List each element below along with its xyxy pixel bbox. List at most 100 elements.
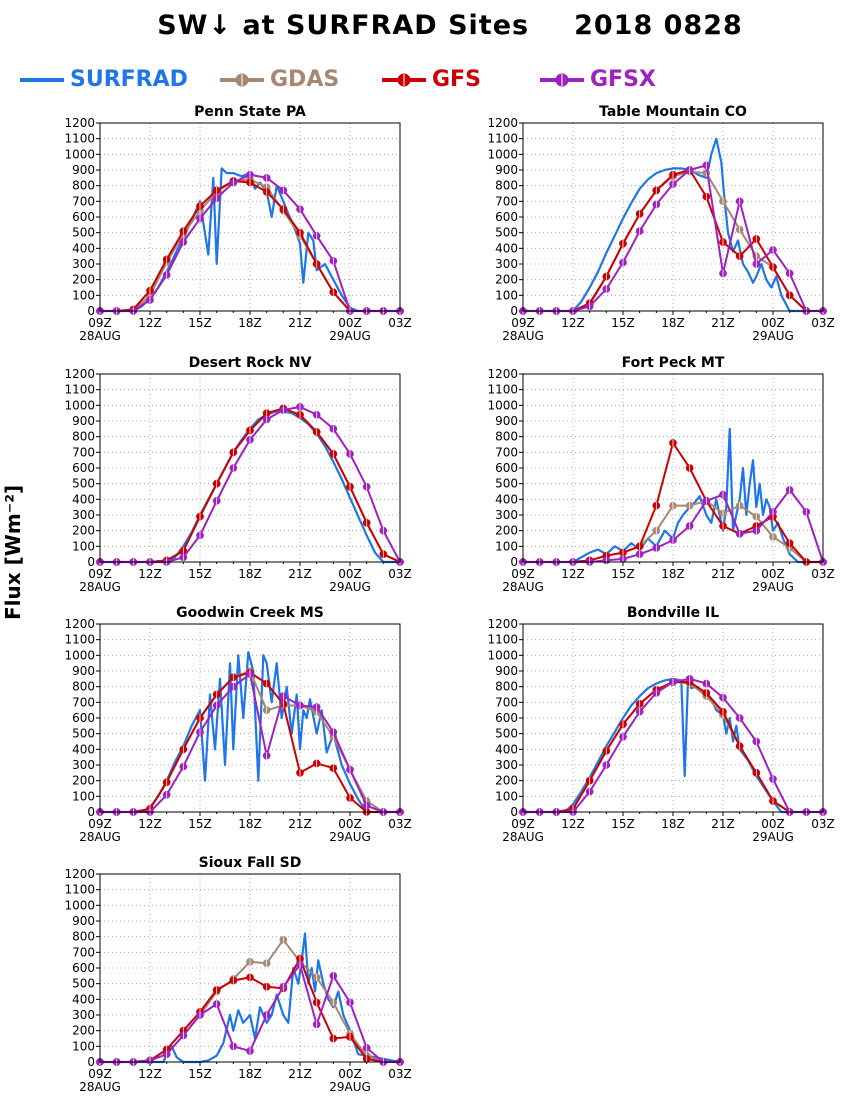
x-date-label: 29AUG xyxy=(329,580,371,594)
y-tick-label: 1100 xyxy=(487,383,518,397)
y-tick-label: 700 xyxy=(72,945,95,959)
x-tick-label: 15Z xyxy=(611,817,635,831)
y-tick-label: 600 xyxy=(72,461,95,475)
y-tick-label: 900 xyxy=(495,664,518,678)
x-date-label: 28AUG xyxy=(502,830,544,844)
y-tick-label: 200 xyxy=(495,524,518,538)
y-tick-label: 1200 xyxy=(487,617,518,631)
x-tick-label: 09Z xyxy=(511,817,535,831)
chart-title: Bondville IL xyxy=(627,605,719,621)
y-tick-label: 800 xyxy=(72,430,95,444)
legend-swatch-gfs xyxy=(382,73,426,87)
x-tick-label: 03Z xyxy=(388,567,412,581)
y-tick-label: 1000 xyxy=(487,147,518,161)
legend-label-surfrad: SURFRAD xyxy=(70,67,188,92)
y-tick-label: 1100 xyxy=(487,132,518,146)
y-tick-label: 900 xyxy=(72,914,95,928)
x-tick-label: 09Z xyxy=(88,567,112,581)
plot-frame xyxy=(522,623,824,813)
y-tick-label: 1000 xyxy=(487,648,518,662)
legend-swatch-gfsx xyxy=(540,73,584,87)
y-tick-label: 200 xyxy=(495,774,518,788)
y-tick-label: 600 xyxy=(72,210,95,224)
y-tick-label: 700 xyxy=(72,194,95,208)
x-tick-label: 00Z xyxy=(761,316,785,330)
y-tick-label: 1100 xyxy=(487,633,518,647)
x-tick-label: 21Z xyxy=(288,567,312,581)
chart-title: Penn State PA xyxy=(194,104,306,120)
y-tick-label: 900 xyxy=(72,163,95,177)
x-date-label: 29AUG xyxy=(329,1080,371,1094)
y-tick-label: 0 xyxy=(87,805,95,819)
y-tick-label: 1200 xyxy=(64,867,95,881)
x-date-label: 28AUG xyxy=(79,329,121,343)
y-tick-label: 500 xyxy=(72,226,95,240)
y-tick-label: 600 xyxy=(72,961,95,975)
x-tick-label: 03Z xyxy=(811,316,835,330)
x-date-label: 28AUG xyxy=(79,1080,121,1094)
y-tick-label: 800 xyxy=(72,930,95,944)
y-tick-label: 600 xyxy=(495,711,518,725)
y-tick-label: 1000 xyxy=(64,898,95,912)
x-tick-label: 09Z xyxy=(511,316,535,330)
y-tick-label: 300 xyxy=(72,508,95,522)
y-tick-label: 800 xyxy=(495,680,518,694)
y-tick-label: 1000 xyxy=(64,147,95,161)
y-tick-label: 100 xyxy=(72,288,95,302)
y-tick-label: 400 xyxy=(72,492,95,506)
y-tick-label: 300 xyxy=(495,758,518,772)
x-tick-label: 15Z xyxy=(188,316,212,330)
y-tick-label: 500 xyxy=(72,977,95,991)
x-date-label: 29AUG xyxy=(752,580,794,594)
x-tick-label: 03Z xyxy=(388,316,412,330)
y-tick-label: 1100 xyxy=(64,633,95,647)
x-tick-label: 00Z xyxy=(761,567,785,581)
x-date-label: 29AUG xyxy=(329,830,371,844)
x-tick-label: 03Z xyxy=(388,817,412,831)
y-tick-label: 500 xyxy=(72,727,95,741)
x-tick-label: 18Z xyxy=(238,1067,262,1081)
x-tick-label: 12Z xyxy=(561,316,585,330)
x-tick-label: 18Z xyxy=(661,316,685,330)
x-tick-label: 18Z xyxy=(238,316,262,330)
chart-title: Table Mountain CO xyxy=(599,104,747,120)
y-tick-label: 300 xyxy=(72,758,95,772)
x-tick-label: 03Z xyxy=(811,567,835,581)
x-tick-label: 21Z xyxy=(711,567,735,581)
y-tick-label: 1200 xyxy=(487,367,518,381)
x-tick-label: 00Z xyxy=(338,316,362,330)
y-tick-label: 800 xyxy=(495,430,518,444)
page-title: SW↓ at SURFRAD Sites 2018 0828 xyxy=(0,10,850,41)
chart-title: Desert Rock NV xyxy=(189,355,312,371)
x-tick-label: 00Z xyxy=(761,817,785,831)
y-tick-label: 100 xyxy=(495,288,518,302)
x-date-label: 28AUG xyxy=(79,580,121,594)
y-tick-label: 200 xyxy=(72,774,95,788)
y-tick-label: 1200 xyxy=(64,617,95,631)
y-tick-label: 700 xyxy=(495,695,518,709)
plot-frame xyxy=(99,373,401,563)
x-tick-label: 03Z xyxy=(388,1067,412,1081)
y-tick-label: 300 xyxy=(72,1008,95,1022)
x-tick-label: 21Z xyxy=(288,1067,312,1081)
x-tick-label: 18Z xyxy=(238,817,262,831)
y-tick-label: 900 xyxy=(72,664,95,678)
x-tick-label: 12Z xyxy=(138,1067,162,1081)
x-tick-label: 12Z xyxy=(138,817,162,831)
y-tick-label: 400 xyxy=(72,742,95,756)
y-tick-label: 400 xyxy=(495,241,518,255)
y-tick-label: 500 xyxy=(495,477,518,491)
y-tick-label: 0 xyxy=(510,304,518,318)
y-tick-label: 100 xyxy=(495,539,518,553)
y-tick-label: 1100 xyxy=(64,383,95,397)
x-tick-label: 21Z xyxy=(711,817,735,831)
x-tick-label: 21Z xyxy=(288,316,312,330)
y-tick-label: 900 xyxy=(495,163,518,177)
plot-frame xyxy=(99,873,401,1063)
